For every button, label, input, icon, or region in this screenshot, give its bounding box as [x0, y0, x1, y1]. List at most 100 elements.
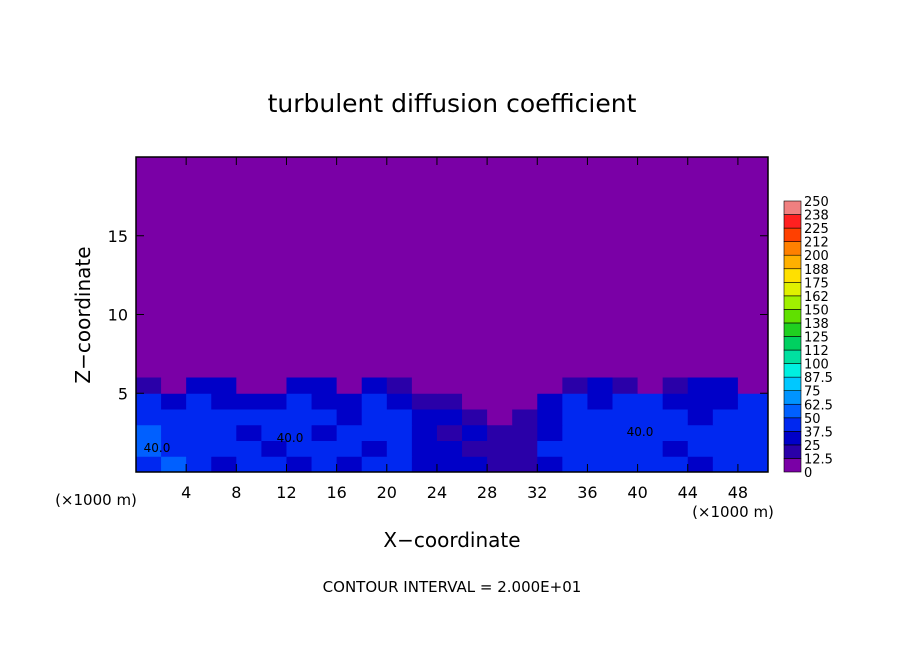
cell — [211, 377, 237, 394]
cell — [286, 440, 313, 457]
cell — [662, 424, 689, 441]
colorbar-box — [783, 214, 802, 229]
colorbar-box — [783, 241, 802, 256]
cell — [261, 409, 287, 426]
x-tick-label: 24 — [427, 483, 447, 502]
colorbar-label: 225 — [804, 222, 829, 237]
cell — [286, 377, 313, 394]
cell — [386, 424, 413, 441]
x-tick-label: 48 — [728, 483, 748, 502]
cell — [562, 440, 588, 457]
cell — [336, 424, 363, 441]
cell — [587, 409, 614, 426]
cell — [637, 456, 664, 473]
cell — [361, 393, 388, 410]
cell — [361, 440, 388, 457]
colorbar-box — [783, 295, 802, 310]
cell — [537, 393, 563, 410]
cell — [286, 393, 313, 410]
x-unit-right: (×1000 m) — [692, 503, 774, 521]
x-tick-label: 12 — [276, 483, 296, 502]
cell — [286, 409, 313, 426]
cell — [737, 456, 769, 473]
cell — [712, 456, 739, 473]
cell — [537, 456, 563, 473]
cell — [662, 440, 689, 457]
y-axis-label: Z−coordinate — [71, 246, 95, 383]
cell — [211, 440, 237, 457]
cell — [236, 424, 262, 441]
cell — [311, 393, 338, 410]
cell — [712, 377, 739, 394]
cell — [211, 456, 237, 473]
cell — [411, 377, 438, 394]
cell — [462, 409, 488, 426]
cell — [186, 409, 212, 426]
cell — [587, 377, 614, 394]
cell — [361, 409, 388, 426]
cell — [136, 456, 162, 473]
cell — [161, 440, 187, 457]
cell — [211, 424, 237, 441]
cell — [186, 424, 212, 441]
cell — [587, 456, 614, 473]
colorbar-box — [783, 322, 802, 337]
cell — [411, 409, 438, 426]
cell — [662, 456, 689, 473]
cell — [386, 440, 413, 457]
x-tick-label: 20 — [377, 483, 397, 502]
cell — [186, 456, 212, 473]
cell — [186, 377, 212, 394]
cell — [687, 440, 714, 457]
colorbar-label: 87.5 — [804, 371, 833, 386]
cell — [411, 424, 438, 441]
cell — [436, 440, 463, 457]
cell — [487, 377, 513, 394]
cell — [512, 377, 538, 394]
x-tick-label: 36 — [577, 483, 597, 502]
colorbar-label: 238 — [804, 209, 829, 224]
cell — [687, 424, 714, 441]
contour-label: 40.0 — [277, 431, 304, 445]
cell — [462, 393, 488, 410]
cell — [336, 456, 363, 473]
cell — [311, 377, 338, 394]
colorbar-box — [783, 431, 802, 446]
colorbar-box — [783, 417, 802, 432]
colorbar-box — [783, 281, 802, 297]
colorbar-label: 188 — [804, 263, 829, 278]
colorbar-box — [783, 309, 802, 324]
cell — [737, 409, 769, 426]
cell — [311, 440, 338, 457]
cell — [562, 377, 588, 394]
cell — [487, 456, 513, 473]
cell — [136, 377, 162, 394]
colorbar-box — [783, 390, 802, 405]
cell — [737, 393, 769, 410]
x-tick-label: 8 — [231, 483, 241, 502]
cell — [487, 440, 513, 457]
cell — [186, 440, 212, 457]
cell — [737, 424, 769, 441]
cell — [336, 393, 363, 410]
cell — [612, 409, 639, 426]
cell — [562, 393, 588, 410]
colorbar-box — [783, 376, 802, 391]
x-axis-label: X−coordinate — [383, 528, 520, 552]
colorbar-box — [783, 403, 802, 419]
cell — [537, 409, 563, 426]
cell — [462, 440, 488, 457]
colorbar-label: 37.5 — [804, 425, 833, 440]
cell — [336, 409, 363, 426]
cell — [161, 377, 187, 394]
cell — [236, 456, 262, 473]
cell — [637, 409, 664, 426]
cell — [637, 424, 664, 441]
cell — [512, 440, 538, 457]
cell — [737, 377, 769, 394]
x-tick-label: 28 — [477, 483, 497, 502]
cell — [386, 456, 413, 473]
cell — [161, 456, 187, 473]
cell — [136, 393, 162, 410]
y-tick-label: 15 — [108, 227, 128, 246]
